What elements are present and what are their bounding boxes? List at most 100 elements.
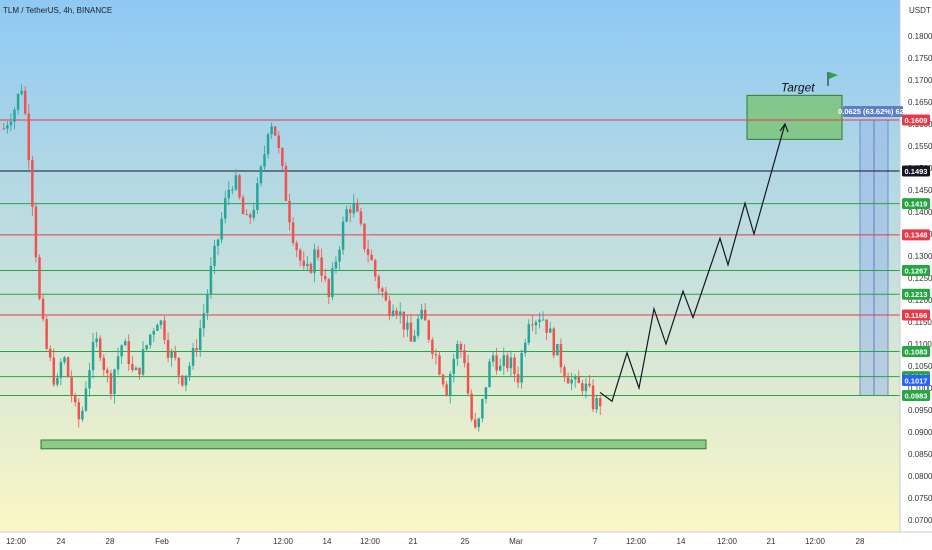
candle-body xyxy=(81,410,84,420)
level-price-badge: 0.1083 xyxy=(905,347,928,356)
price-tick-label: 0.0800 xyxy=(908,472,932,481)
candle-body xyxy=(484,387,488,400)
price-tick-label: 0.1800 xyxy=(908,32,932,41)
candle-body xyxy=(259,166,263,184)
candle-body xyxy=(188,365,191,376)
candle-body xyxy=(66,357,70,378)
candle-body xyxy=(459,343,463,351)
candle-body xyxy=(506,355,509,369)
candle-body xyxy=(463,350,466,364)
candle-body xyxy=(441,374,445,385)
price-tick-label: 0.1300 xyxy=(908,252,932,261)
price-tick-label: 0.1050 xyxy=(908,362,932,371)
candle-body xyxy=(509,357,513,369)
candle-body xyxy=(252,209,256,218)
candle-body xyxy=(334,261,338,269)
candle-body xyxy=(356,202,359,212)
candle-body xyxy=(409,322,413,342)
candle-body xyxy=(298,250,302,261)
price-tick-label: 0.1650 xyxy=(908,98,932,107)
candle-body xyxy=(216,239,220,246)
time-tick-label: 12:00 xyxy=(717,537,738,546)
candle-body xyxy=(513,357,516,375)
level-price-badge: 0.1493 xyxy=(905,167,928,176)
current-price-badge-bg xyxy=(902,375,930,387)
candle-body xyxy=(141,349,145,375)
candle-body xyxy=(195,347,198,351)
candle-body xyxy=(113,369,116,395)
candle-body xyxy=(45,319,48,349)
candle-body xyxy=(238,175,241,198)
candle-body xyxy=(573,377,577,380)
candle-body xyxy=(413,335,416,342)
candle-body xyxy=(198,328,202,351)
projection-path[interactable] xyxy=(599,123,786,403)
candle-body xyxy=(516,374,520,383)
time-tick-label: 12:00 xyxy=(626,537,647,546)
candle-body xyxy=(234,175,238,190)
candle-body xyxy=(470,393,473,420)
time-tick-label: 28 xyxy=(856,537,865,546)
candle-body xyxy=(284,166,288,201)
candle-body xyxy=(377,276,381,289)
time-tick-label: Feb xyxy=(155,537,169,546)
candle-body xyxy=(556,343,559,356)
candle-body xyxy=(291,222,295,243)
price-tick-label: 0.1200 xyxy=(908,296,932,305)
candle-body xyxy=(427,320,431,340)
candle-body xyxy=(173,351,177,358)
candle-body xyxy=(266,134,270,155)
time-tick-label: 12:00 xyxy=(6,537,27,546)
price-tick-label: 0.0700 xyxy=(908,516,932,525)
current-price-badge: 0.1017 xyxy=(905,376,928,385)
flag-icon xyxy=(829,72,838,79)
support-zone[interactable] xyxy=(40,439,707,450)
candle-body xyxy=(548,328,552,333)
level-price-badge-bg xyxy=(902,165,930,177)
level-price-badge-bg xyxy=(902,265,930,277)
candle-body xyxy=(477,418,481,428)
candle-body xyxy=(398,311,402,316)
candle-body xyxy=(223,198,227,219)
candle-body xyxy=(202,313,206,329)
candle-body xyxy=(538,319,541,323)
target-zone[interactable] xyxy=(746,94,843,140)
candle-body xyxy=(245,214,248,216)
candle-body xyxy=(91,341,95,371)
price-tick-label: 0.0850 xyxy=(908,450,932,459)
price-tick-label: 0.1450 xyxy=(908,186,932,195)
candle-body xyxy=(181,375,184,386)
candle-body xyxy=(309,263,313,273)
candle-body xyxy=(541,319,545,321)
level-price-badge-bg xyxy=(902,229,930,241)
candle-body xyxy=(323,275,327,280)
candle-body xyxy=(170,351,173,358)
time-tick-label: Mar xyxy=(509,537,523,546)
candle-body xyxy=(48,348,52,358)
candle-body xyxy=(434,354,438,356)
candle-body xyxy=(56,377,59,385)
candle-body xyxy=(34,206,38,258)
candle-body xyxy=(6,125,9,129)
candle-body xyxy=(177,357,181,376)
candle-body xyxy=(9,121,13,126)
candle-body xyxy=(295,242,298,251)
time-axis-panel[interactable] xyxy=(0,532,932,550)
candle-body xyxy=(163,320,166,340)
candle-body xyxy=(123,341,127,346)
candle-body xyxy=(534,322,538,326)
candle-body xyxy=(88,370,91,389)
candle-body xyxy=(581,383,584,392)
candle-body xyxy=(456,343,459,359)
candle-body xyxy=(584,383,588,392)
candle-body xyxy=(231,189,234,191)
candle-body xyxy=(498,365,502,371)
candle-body xyxy=(148,334,152,346)
level-price-badge-bg xyxy=(902,346,930,358)
candle-body xyxy=(523,342,527,353)
candle-body xyxy=(445,384,448,396)
candle-body xyxy=(281,148,284,167)
